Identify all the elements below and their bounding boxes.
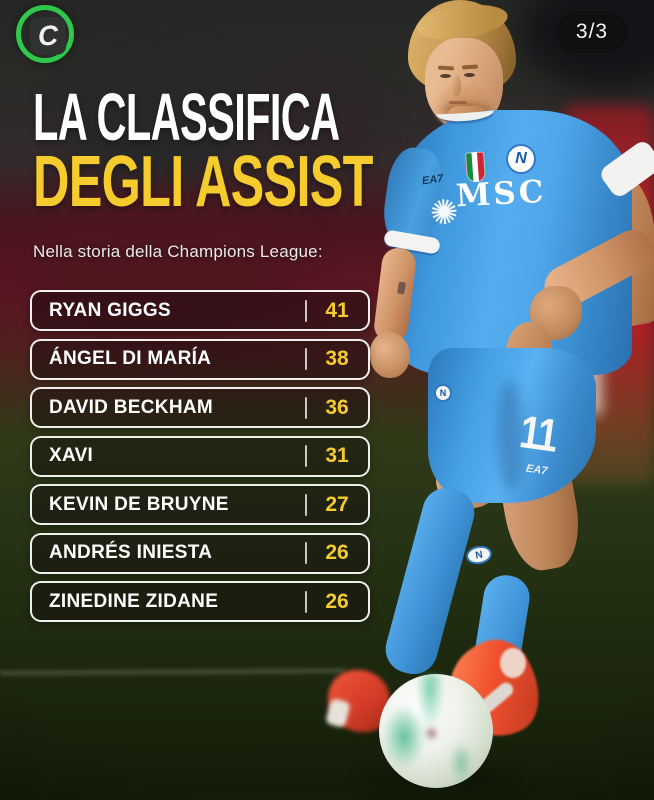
assist-count: 26 <box>325 589 349 613</box>
player-name: RYAN GIGGS <box>49 299 171 321</box>
brand-logo: C <box>14 3 78 67</box>
assist-count: 38 <box>325 347 349 370</box>
player-fist <box>370 332 410 378</box>
assist-count: 36 <box>325 395 349 419</box>
player-name: ANDRÉS INIESTA <box>49 542 213 563</box>
logo-shield-icon: C <box>29 16 67 56</box>
player-name: ÁNGEL DI MARÍA <box>49 348 212 369</box>
value-separator <box>305 542 307 564</box>
value-separator <box>305 445 307 467</box>
ranking-row: ÁNGEL DI MARÍA 38 <box>30 338 370 380</box>
value-separator <box>305 396 307 419</box>
player-shorts <box>428 348 596 503</box>
player-name: XAVI <box>49 445 94 466</box>
crowd-blur <box>60 30 250 180</box>
assist-count: 26 <box>325 541 349 564</box>
logo-ring-icon <box>16 5 74 63</box>
soccer-ball-pattern <box>379 674 493 788</box>
page-indicator-badge: 3/3 <box>556 11 628 53</box>
ranking-row: KEVIN DE BRUYNE 27 <box>30 484 370 525</box>
ranking-row: XAVI 31 <box>30 435 370 477</box>
player-name: KEVIN DE BRUYNE <box>49 493 229 515</box>
crowd-blur <box>250 50 380 190</box>
assist-count: 27 <box>325 492 349 516</box>
title-line-2: DEGLI ASSIST <box>33 142 373 222</box>
player-name: DAVID BECKHAM <box>49 396 213 418</box>
player-face <box>440 74 451 78</box>
shorts-crest-badge: N <box>434 384 452 402</box>
assist-count: 31 <box>325 444 349 467</box>
title-line-1: LA CLASSIFICA <box>33 80 340 155</box>
assist-ranking-list: RYAN GIGGS 41 ÁNGEL DI MARÍA 38 DAVID BE… <box>30 290 370 622</box>
player-shorts <box>497 380 523 490</box>
napoli-crest: N <box>506 144 536 174</box>
player-name: ZINEDINE ZIDANE <box>49 590 219 612</box>
value-separator <box>305 348 307 370</box>
ranking-row: ANDRÉS INIESTA 26 <box>30 532 370 574</box>
value-separator <box>305 493 307 516</box>
assist-count: 41 <box>325 298 349 322</box>
stand-red-blur <box>20 200 300 350</box>
value-separator <box>305 299 307 322</box>
player-face <box>464 73 475 77</box>
ranking-row: DAVID BECKHAM 36 <box>30 387 370 428</box>
logo-letter: C <box>37 19 59 52</box>
ranking-row: RYAN GIGGS 41 <box>30 290 370 331</box>
ranking-row: ZINEDINE ZIDANE 26 <box>30 581 370 622</box>
boot-heel <box>500 648 526 678</box>
subtitle: Nella storia della Champions League: <box>33 242 323 261</box>
value-separator <box>305 590 307 613</box>
